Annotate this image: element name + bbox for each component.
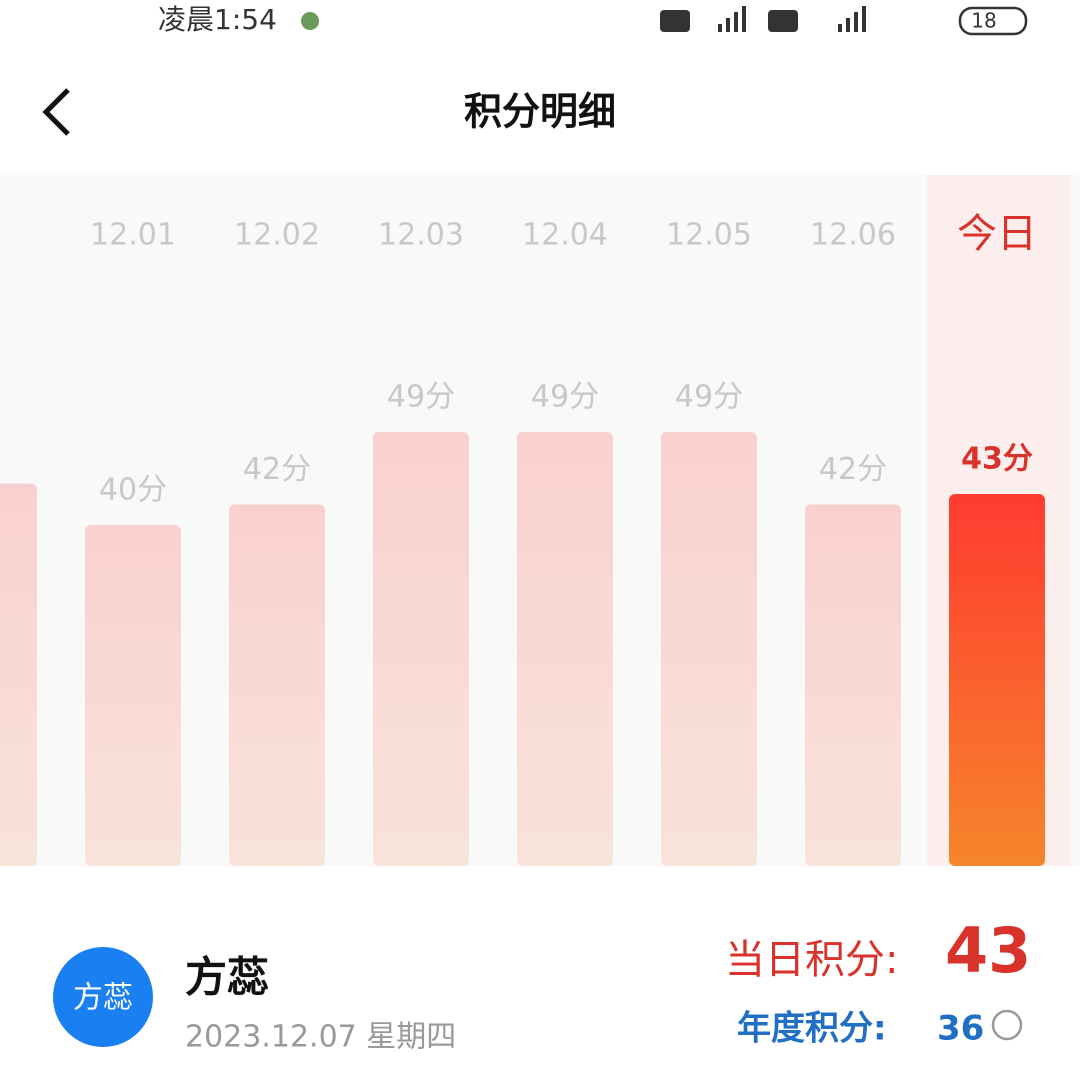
category-label: 12.06	[810, 218, 896, 253]
bar	[0, 483, 37, 866]
status-icons	[660, 6, 866, 32]
value-label: 42分	[819, 452, 887, 487]
bar	[373, 432, 469, 866]
avatar-text: 方蕊	[73, 981, 133, 1016]
value-label: 42分	[243, 452, 311, 487]
value-label: 49分	[531, 380, 599, 415]
category-label: 12.05	[666, 218, 752, 253]
bar	[85, 525, 181, 866]
status-time: 凌晨1:54	[158, 3, 277, 36]
annual-label: 年度积分:	[737, 1009, 887, 1049]
avatar[interactable]	[53, 947, 153, 1047]
category-label: 12.04	[522, 218, 608, 253]
chart: 40分 12.01 42分 12.02 49分 12.03 49分 12.04 49分 12.05…	[0, 175, 1070, 866]
bar	[949, 494, 1045, 866]
bar	[229, 504, 325, 866]
value-label: 49分	[675, 380, 743, 415]
daily-label: 当日积分:	[725, 937, 898, 983]
category-label: 今日	[957, 211, 1037, 257]
status-icon	[301, 12, 319, 30]
category-label: 12.01	[90, 218, 176, 253]
back-button[interactable]	[42, 88, 70, 136]
bar	[805, 504, 901, 866]
page-title: 积分明细	[464, 90, 616, 134]
date: 2023.12.07 星期四	[185, 1020, 456, 1055]
user-name: 方蕊	[185, 953, 269, 1002]
info-icon[interactable]	[991, 1009, 1023, 1041]
bar	[661, 432, 757, 866]
value-label: 40分	[99, 473, 167, 508]
value-label: 43分	[961, 442, 1033, 477]
value-label: 49分	[387, 380, 455, 415]
annual-value: 36	[937, 1009, 984, 1049]
battery	[958, 6, 1028, 36]
battery-level: 18	[971, 9, 996, 33]
category-label: 12.02	[234, 218, 320, 253]
daily-value: 43	[945, 914, 1031, 987]
bar	[517, 432, 613, 866]
category-label: 12.03	[378, 218, 464, 253]
